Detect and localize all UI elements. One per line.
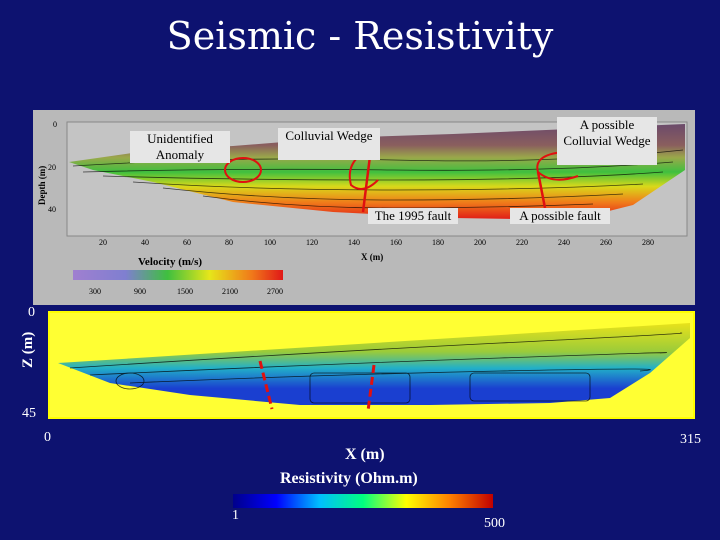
resistivity-contours bbox=[69, 332, 683, 404]
z-axis-label: Z (m) bbox=[20, 331, 36, 368]
x-tick: 100 bbox=[264, 238, 276, 247]
velocity-label: Velocity (m/s) bbox=[138, 256, 202, 268]
callout-possible-fault: A possible fault bbox=[510, 208, 610, 224]
x-tick: 20 bbox=[99, 238, 107, 247]
depth-tick: 20 bbox=[48, 163, 56, 172]
depth-axis-label: Depth (m) bbox=[37, 166, 47, 205]
x-axis-label: X (m) bbox=[345, 446, 385, 463]
resistivity-section bbox=[58, 323, 690, 405]
x-tick: 180 bbox=[432, 238, 444, 247]
possible-fault-line bbox=[536, 171, 547, 209]
x-tick: 140 bbox=[348, 238, 360, 247]
callout-colluvial-wedge: Colluvial Wedge bbox=[278, 128, 380, 160]
x-tick: 40 bbox=[141, 238, 149, 247]
velocity-tick: 900 bbox=[134, 287, 146, 296]
x-tick: 200 bbox=[474, 238, 486, 247]
resistivity-label: Resistivity (Ohm.m) bbox=[280, 470, 418, 487]
x-start-label: 0 bbox=[44, 430, 51, 445]
depth-tick: 40 bbox=[48, 205, 56, 214]
velocity-ticks: 300 900 1500 2100 2700 bbox=[89, 287, 283, 296]
anomaly-circle bbox=[224, 157, 262, 183]
x-end-label: 315 bbox=[680, 432, 701, 447]
x-tick: 160 bbox=[390, 238, 402, 247]
velocity-colorbar bbox=[73, 270, 283, 280]
velocity-tick: 2700 bbox=[267, 287, 283, 296]
scale-max-label: 500 bbox=[484, 516, 505, 531]
x-axis-label: X (m) bbox=[361, 252, 383, 262]
z-top-label: 0 bbox=[28, 305, 35, 320]
depth-tick: 0 bbox=[53, 120, 57, 129]
x-tick: 60 bbox=[183, 238, 191, 247]
x-tick: 220 bbox=[516, 238, 528, 247]
x-tick: 260 bbox=[600, 238, 612, 247]
z-bottom-label: 45 bbox=[22, 406, 36, 421]
slide-title: Seismic - Resistivity bbox=[166, 14, 554, 58]
x-ticks: 20 40 60 80 100 120 140 160 180 200 220 … bbox=[99, 238, 654, 247]
scale-min-label: 1 bbox=[232, 508, 239, 523]
velocity-tick: 300 bbox=[89, 287, 101, 296]
resistivity-colorbar bbox=[233, 494, 493, 508]
velocity-tick: 2100 bbox=[222, 287, 238, 296]
x-tick: 240 bbox=[558, 238, 570, 247]
x-tick: 120 bbox=[306, 238, 318, 247]
x-tick: 280 bbox=[642, 238, 654, 247]
resistivity-panel bbox=[48, 311, 695, 419]
callout-possible-colluvial-wedge: A possible Colluvial Wedge bbox=[557, 117, 657, 165]
velocity-tick: 1500 bbox=[177, 287, 193, 296]
x-tick: 80 bbox=[225, 238, 233, 247]
resistivity-figure bbox=[50, 313, 693, 417]
fault-line-left bbox=[258, 360, 274, 410]
callout-1995-fault: The 1995 fault bbox=[368, 208, 458, 224]
callout-unidentified-anomaly: Unidentified Anomaly bbox=[130, 131, 230, 163]
fault-line-right bbox=[366, 364, 376, 412]
